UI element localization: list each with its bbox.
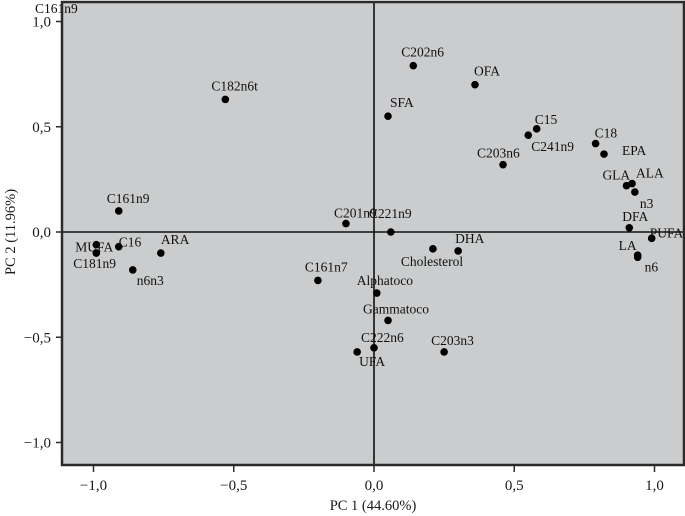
data-point-label: C241n9 (531, 139, 574, 154)
data-point-label: n6 (645, 259, 659, 274)
data-point (353, 348, 361, 356)
data-point-label: ALA (636, 166, 664, 181)
data-point (625, 223, 634, 232)
data-point (128, 266, 137, 274)
data-point (631, 188, 639, 196)
data-point-label: DFA (622, 209, 648, 224)
y-axis: 1,0 0,5 0,0 −0,5 −1,0 (24, 15, 62, 452)
plot-area (62, 2, 684, 465)
data-point (157, 249, 165, 257)
x-tick-label: 0,0 (365, 478, 384, 494)
data-point (221, 95, 230, 104)
data-point (114, 207, 123, 215)
data-point-label: Cholesterol (401, 254, 463, 269)
data-point (532, 125, 541, 133)
y-tick-label: 1,0 (32, 15, 51, 31)
data-point (600, 150, 608, 158)
annotations: C161n9 (35, 1, 78, 16)
data-point-label: C203n3 (431, 333, 474, 348)
data-point (92, 240, 101, 249)
data-point-label: C18 (595, 126, 618, 141)
data-point (384, 316, 392, 325)
data-point (373, 289, 381, 297)
plot-frame (60, 0, 685, 467)
data-point (628, 179, 636, 188)
data-point-label: C161n9 (107, 191, 150, 206)
data-point-label: n3 (640, 196, 654, 211)
data-point-label: C15 (535, 112, 558, 127)
x-tick-label: 1,0 (645, 478, 664, 494)
data-point-label: ARA (161, 232, 190, 247)
data-point (471, 80, 479, 89)
data-point (633, 253, 642, 262)
data-point-label: EPA (622, 143, 647, 158)
data-point-label: C221n9 (369, 206, 412, 221)
data-point (499, 160, 507, 169)
data-point-label: C203n6 (477, 146, 520, 161)
data-point-label: OFA (474, 64, 500, 79)
y-tick-label: 0,5 (32, 120, 51, 136)
data-point-label: C222n6 (361, 330, 404, 345)
data-point (440, 348, 448, 356)
reference-lines (62, 2, 684, 465)
data-point-label: C202n6 (401, 45, 444, 60)
x-tick-label: 0,5 (505, 478, 524, 494)
corner-annotation: C161n9 (35, 1, 78, 16)
x-axis: −1,0 −0,5 0,0 0,5 1,0 (80, 465, 664, 494)
data-point (409, 61, 418, 70)
data-point-label: C16 (119, 235, 142, 250)
data-point-label: C181n9 (73, 256, 116, 271)
x-tick-label: −1,0 (80, 478, 107, 494)
data-point (92, 249, 101, 257)
data-point-label: n6n3 (137, 273, 164, 288)
data-point-label: MUFA (75, 240, 113, 255)
data-point-label: PUFA (650, 225, 684, 240)
data-point-label: C201n9 (334, 206, 377, 221)
data-point-label: Alphatoco (357, 273, 413, 288)
data-point-label: Gammatoco (363, 301, 429, 316)
y-axis-title: PC 2 (11.96%) (3, 189, 19, 275)
data-point (114, 242, 123, 251)
data-point-label: C182n6t (211, 78, 258, 93)
data-point (387, 228, 395, 236)
y-tick-label: −1,0 (24, 436, 51, 452)
data-point (314, 276, 322, 285)
data-point-label: DHA (455, 231, 484, 246)
data-point-label: LA (619, 238, 637, 253)
data-point (429, 245, 437, 253)
x-axis-title: PC 1 (44.60%) (330, 498, 417, 514)
y-tick-label: −0,5 (24, 330, 51, 346)
data-point-label: UFA (359, 354, 385, 369)
data-point (647, 234, 656, 243)
data-point (384, 112, 392, 121)
data-point (370, 343, 378, 352)
x-tick-label: −0,5 (220, 478, 247, 494)
data-point (524, 131, 533, 139)
data-point (591, 139, 600, 148)
data-point (342, 219, 350, 228)
data-points: C182n6t C202n6 OFA SFA C15 C241n9 C203n6 C18 EPA… (73, 45, 683, 369)
y-tick-label: 0,0 (32, 225, 51, 241)
data-point-label: GLA (602, 168, 630, 183)
data-point-label: SFA (390, 95, 414, 110)
data-point-label: C161n7 (305, 259, 348, 274)
data-point (454, 247, 462, 255)
